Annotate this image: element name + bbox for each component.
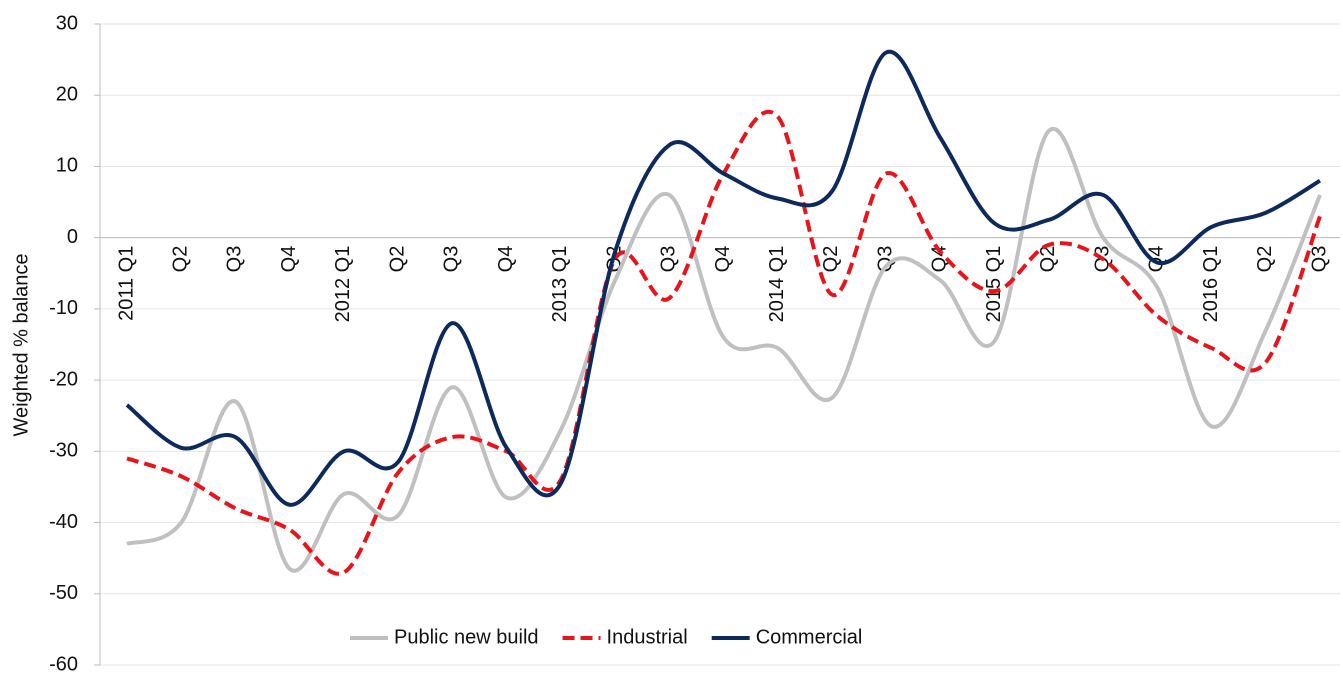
x-tick-label: Q2 (386, 246, 408, 273)
series-line (126, 109, 1322, 576)
y-tick-label: -40 (49, 511, 78, 533)
y-tick-label: -20 (49, 368, 78, 390)
y-tick-label: -50 (49, 582, 78, 604)
legend-label: Industrial (607, 626, 688, 648)
x-tick-label: Q4 (929, 246, 951, 273)
x-tick-label: Q2 (820, 246, 842, 273)
x-tick-label: 2014 Q1 (766, 246, 788, 323)
x-tick-label: Q3 (224, 246, 246, 273)
y-tick-label: -10 (49, 297, 78, 319)
y-tick-label: -60 (49, 653, 78, 675)
x-tick-label: Q4 (278, 246, 300, 273)
x-tick-label: Q2 (170, 246, 192, 273)
x-tick-label: 2011 Q1 (115, 246, 137, 321)
x-tick-label: Q4 (1146, 246, 1168, 273)
x-tick-label: 2016 Q1 (1200, 246, 1222, 323)
x-tick-label: Q2 (1254, 246, 1276, 273)
series-line (125, 49, 1322, 507)
x-tick-label: 2015 Q1 (983, 246, 1005, 323)
legend-label: Commercial (756, 626, 863, 648)
series-line (126, 126, 1322, 573)
y-tick-label: 30 (56, 12, 78, 34)
x-tick-label: Q2 (1037, 246, 1059, 273)
x-tick-label: Q3 (874, 246, 896, 273)
y-tick-label: 0 (67, 226, 78, 248)
x-tick-label: Q4 (712, 246, 734, 273)
y-axis-label: Weighted % balance (10, 253, 32, 436)
legend-label: Public new build (394, 626, 539, 648)
y-tick-label: 20 (56, 84, 78, 106)
y-tick-label: -30 (49, 440, 78, 462)
x-tick-label: Q3 (658, 246, 680, 273)
x-tick-label: 2013 Q1 (549, 246, 571, 323)
x-tick-label: Q3 (441, 246, 463, 273)
y-tick-label: 10 (56, 155, 78, 177)
x-tick-label: Q3 (1308, 246, 1330, 273)
x-tick-label: Q4 (495, 246, 517, 273)
x-tick-label: 2012 Q1 (332, 246, 354, 323)
legend: Public new build Industrial Commercial (350, 626, 862, 648)
